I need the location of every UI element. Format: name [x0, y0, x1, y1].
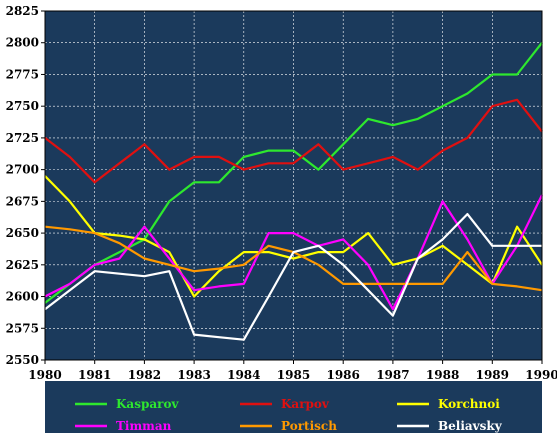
- y-tick-label: 2725: [6, 131, 39, 145]
- legend-label-timman: Timman: [116, 419, 172, 433]
- y-tick-label: 2775: [6, 67, 39, 81]
- x-tick-label: 1982: [128, 368, 161, 382]
- y-tick-label: 2700: [6, 163, 39, 177]
- legend: Kasparov Karpov Korchnoi Timman Portisch Beli…: [75, 397, 503, 433]
- legend-box: [45, 381, 542, 433]
- x-tick-label: 1981: [78, 368, 111, 382]
- x-tick-label: 1984: [227, 368, 260, 382]
- x-tick-label: 1985: [277, 368, 310, 382]
- x-axis-ticks: 1980 1981 1982 1983 1984 1985 1986 1987 1988 1989…: [28, 360, 557, 382]
- series-line-karpov: [44, 98, 543, 184]
- legend-label-portisch: Portisch: [281, 419, 337, 433]
- x-tick-label: 1988: [426, 368, 459, 382]
- series-line-beliavsky: [44, 213, 542, 341]
- y-tick-label: 2650: [6, 226, 39, 240]
- y-tick-label: 2625: [6, 258, 39, 272]
- legend-label-karpov: Karpov: [281, 397, 330, 411]
- y-tick-label: 2550: [6, 353, 39, 367]
- y-tick-label: 2575: [6, 321, 39, 335]
- x-tick-label: 1983: [177, 368, 210, 382]
- x-tick-label: 1987: [376, 368, 409, 382]
- y-tick-label: 2750: [6, 99, 39, 113]
- y-tick-label: 2675: [6, 194, 39, 208]
- y-tick-label: 2825: [6, 4, 39, 18]
- y-tick-label: 2600: [6, 290, 39, 304]
- y-tick-label: 2800: [6, 36, 39, 50]
- series-lines: [44, 42, 543, 341]
- plot-area-background: [45, 11, 542, 360]
- x-tick-label: 1986: [326, 368, 359, 382]
- legend-label-kasparov: Kasparov: [116, 397, 179, 411]
- x-tick-label: 1990: [525, 368, 557, 382]
- legend-label-korchnoi: Korchnoi: [438, 397, 500, 411]
- series-line-korchnoi: [44, 175, 543, 298]
- x-tick-label: 1980: [28, 368, 61, 382]
- x-tick-label: 1989: [476, 368, 509, 382]
- y-axis-ticks: 2825 2800 2775 2750 2725 2700 2675 2650 2625 2600…: [6, 4, 45, 367]
- legend-label-beliavsky: Beliavsky: [438, 419, 503, 433]
